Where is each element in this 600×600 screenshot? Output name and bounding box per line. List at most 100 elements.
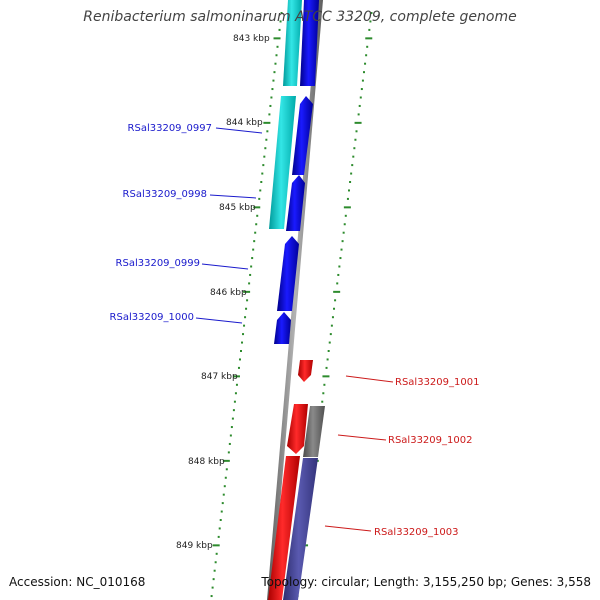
label-connector xyxy=(201,263,249,270)
minor-tick xyxy=(212,578,215,581)
major-tick xyxy=(232,375,240,378)
minor-tick xyxy=(338,265,341,268)
minor-tick xyxy=(364,62,367,65)
minor-tick xyxy=(262,164,265,167)
label-connector xyxy=(345,375,394,383)
minor-tick xyxy=(343,223,346,226)
minor-tick xyxy=(337,273,340,276)
forward-cds-feature[interactable] xyxy=(292,96,313,175)
scale-label: 848 kbp xyxy=(188,457,225,467)
minor-tick xyxy=(322,392,325,395)
minor-tick xyxy=(248,282,251,285)
reverse-cds-feature[interactable] xyxy=(298,360,313,382)
major-tick xyxy=(333,290,341,293)
reverse-combined-feature[interactable] xyxy=(283,458,318,600)
minor-tick xyxy=(370,12,373,14)
minor-tick xyxy=(346,197,349,200)
minor-tick xyxy=(258,197,261,200)
minor-tick xyxy=(260,181,263,183)
scale-label: 843 kbp xyxy=(233,34,270,44)
minor-tick xyxy=(256,214,259,217)
minor-tick xyxy=(354,138,357,141)
minor-tick xyxy=(268,113,271,116)
accession-text: Accession: NC_010168 xyxy=(9,575,146,589)
major-tick xyxy=(354,121,362,124)
minor-tick xyxy=(221,502,224,505)
minor-tick xyxy=(344,214,347,217)
minor-tick xyxy=(321,400,324,403)
minor-tick xyxy=(250,265,253,268)
gene-label-1000[interactable]: RSal33209_1000 xyxy=(110,312,194,323)
minor-tick xyxy=(362,71,365,74)
forward-cds-feature[interactable] xyxy=(286,175,305,231)
minor-tick xyxy=(229,434,232,437)
minor-tick xyxy=(263,155,266,158)
minor-tick xyxy=(253,240,256,243)
scale-label: 847 kbp xyxy=(201,372,238,382)
forward-cds-feature[interactable] xyxy=(300,0,319,86)
minor-tick xyxy=(266,130,269,133)
minor-tick xyxy=(279,20,282,23)
minor-tick xyxy=(327,350,330,352)
label-connector xyxy=(195,317,243,324)
major-tick xyxy=(222,459,230,462)
minor-tick xyxy=(326,358,329,361)
genome-backbone xyxy=(267,0,323,600)
gene-label-0998[interactable]: RSal33209_0998 xyxy=(123,189,207,200)
gene-label-0997[interactable]: RSal33209_0997 xyxy=(128,123,212,134)
label-connector xyxy=(324,525,372,532)
minor-tick xyxy=(280,12,283,14)
gene-label-0999[interactable]: RSal33209_0999 xyxy=(116,258,200,269)
minor-tick xyxy=(245,307,248,310)
minor-tick xyxy=(223,485,226,488)
minor-tick xyxy=(220,510,223,513)
forward-cds-feature[interactable] xyxy=(277,236,299,311)
minor-tick xyxy=(210,595,213,598)
minor-tick xyxy=(333,307,336,310)
minor-tick xyxy=(219,519,222,521)
minor-tick xyxy=(339,257,342,260)
forward-strand-features xyxy=(269,0,319,344)
left-tick-track xyxy=(210,12,283,598)
minor-tick xyxy=(359,96,362,99)
forward-cds-feature[interactable] xyxy=(274,312,291,344)
minor-tick xyxy=(329,333,332,336)
reverse-rna-feature[interactable] xyxy=(303,406,325,457)
gene-label-1002[interactable]: RSal33209_1002 xyxy=(388,435,472,446)
major-tick xyxy=(365,37,373,40)
reverse-cds-feature[interactable] xyxy=(268,456,300,600)
minor-tick xyxy=(241,341,244,344)
minor-tick xyxy=(259,189,262,192)
gene-label-1001[interactable]: RSal33209_1001 xyxy=(395,377,479,388)
minor-tick xyxy=(348,189,351,192)
reverse-strand-features xyxy=(268,360,325,600)
minor-tick xyxy=(231,417,234,420)
scale-label: 849 kbp xyxy=(176,541,213,551)
minor-tick xyxy=(334,299,337,302)
minor-tick xyxy=(235,383,238,386)
minor-tick xyxy=(261,172,264,175)
minor-tick xyxy=(232,409,235,412)
gene-label-1003[interactable]: RSal33209_1003 xyxy=(374,527,458,538)
minor-tick xyxy=(255,223,258,226)
reverse-gene-labels: RSal33209_1001 RSal33209_1002 RSal33209_… xyxy=(324,375,479,538)
minor-tick xyxy=(225,468,228,471)
minor-tick xyxy=(325,366,328,369)
minor-tick xyxy=(230,426,233,429)
minor-tick xyxy=(233,400,236,403)
minor-tick xyxy=(217,535,220,538)
minor-tick xyxy=(368,28,371,31)
minor-tick xyxy=(244,316,247,319)
minor-tick xyxy=(273,71,276,74)
minor-tick xyxy=(251,257,254,260)
reverse-cds-feature[interactable] xyxy=(287,404,308,454)
forward-rna-feature[interactable] xyxy=(283,0,302,86)
major-tick xyxy=(253,206,261,209)
major-tick xyxy=(243,290,251,293)
forward-rna-feature[interactable] xyxy=(269,96,296,229)
minor-tick xyxy=(341,240,344,243)
minor-tick xyxy=(211,586,214,589)
minor-tick xyxy=(215,552,218,555)
